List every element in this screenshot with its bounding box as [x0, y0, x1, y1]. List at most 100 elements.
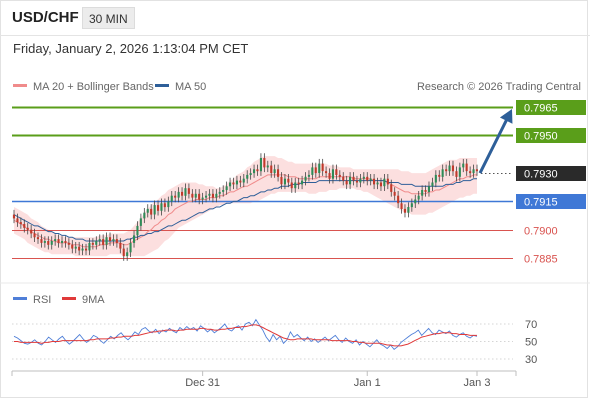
candle-body: [427, 186, 430, 192]
candle-body: [177, 191, 180, 198]
candle-body: [91, 242, 94, 245]
candles: [12, 153, 478, 261]
level-label-pivot: 0.7900: [524, 226, 558, 238]
candle-body: [287, 178, 290, 183]
candle-body: [201, 197, 204, 200]
level-label-box-current: [516, 166, 586, 181]
candle-body: [23, 224, 26, 228]
forecast-arrow-shaft: [478, 116, 510, 174]
candle-body: [448, 165, 451, 172]
legend-label-9ma: 9MA: [82, 294, 105, 306]
candle-body: [253, 169, 256, 174]
candle-body: [98, 239, 101, 241]
candle-body: [335, 169, 338, 175]
legend-swatch-rsi: [13, 297, 27, 300]
candle-body: [434, 174, 437, 183]
rsi-line: [13, 318, 478, 351]
candle-body: [67, 242, 70, 245]
candle-body: [314, 167, 317, 174]
candle-body: [129, 242, 132, 253]
level-label-box-resistance: [516, 100, 586, 115]
candle-body: [143, 212, 146, 219]
candle-body: [373, 178, 376, 185]
candle-body: [71, 244, 74, 249]
candle-body: [198, 193, 201, 200]
candle-body: [270, 165, 273, 173]
level-labels: 0.7965 0.7950 0.7930 0.7915 0.7900 0.7885: [516, 100, 586, 266]
candle-body: [78, 246, 81, 251]
candle-body: [431, 182, 434, 187]
candle-body: [187, 188, 190, 194]
level-label-box-resistance: [516, 128, 586, 143]
instrument-title: USD/CHF: [12, 9, 79, 26]
level-label-box-support: [516, 194, 586, 209]
level-label-resistance: 0.7965: [524, 103, 558, 115]
candle-body: [50, 241, 53, 245]
timeframe-button[interactable]: 30 MIN: [82, 7, 135, 29]
bollinger-band-area: [14, 156, 477, 257]
candle-body: [105, 237, 108, 245]
candle-body: [81, 248, 84, 251]
candle-body: [170, 195, 173, 202]
candle-body: [263, 158, 266, 168]
candle-body: [246, 174, 249, 179]
candle-body: [88, 242, 91, 251]
candle-body: [43, 241, 46, 243]
legend-label-ma20: MA 20 + Bollinger Bands: [33, 81, 154, 93]
candle-body: [146, 208, 149, 213]
candle-body: [379, 182, 382, 187]
candle-body: [301, 180, 304, 185]
candle-body: [414, 199, 417, 204]
candle-body: [64, 241, 67, 243]
x-tick-label: Jan 3: [464, 377, 491, 389]
legend-swatch-ma20: [13, 84, 27, 87]
candle-body: [266, 165, 269, 168]
candle-body: [19, 222, 22, 224]
candle-body: [307, 174, 310, 177]
level-label-pivot: 0.7885: [524, 254, 558, 266]
x-tick-label: Jan 1: [354, 377, 381, 389]
candle-body: [445, 169, 448, 172]
bollinger-bands: [14, 156, 477, 257]
legend-swatch-ma50: [155, 84, 169, 87]
candle-body: [297, 182, 300, 185]
candle-body: [294, 182, 297, 189]
candle-body: [472, 169, 475, 174]
candle-body: [438, 174, 441, 177]
candle-body: [139, 218, 142, 226]
candle-body: [57, 239, 60, 243]
candle-body: [194, 193, 197, 198]
candle-body: [150, 208, 153, 215]
candle-body: [441, 169, 444, 177]
ma20-line: [13, 174, 477, 248]
rsi-tick-label: 50: [525, 337, 537, 349]
candle-body: [184, 188, 187, 196]
candle-body: [16, 218, 19, 223]
candle-body: [397, 195, 400, 204]
rsi-ma-line: [14, 324, 477, 347]
x-axis: Dec 31 Jan 1 Jan 3: [11, 371, 517, 389]
candle-body: [160, 203, 163, 211]
candle-body: [126, 252, 129, 257]
candle-body: [109, 237, 112, 241]
candle-body: [115, 239, 118, 243]
ma50-line: [13, 178, 477, 242]
candle-body: [417, 195, 420, 200]
candle-body: [181, 191, 184, 196]
candle-body: [362, 176, 365, 179]
level-label-support: 0.7915: [524, 197, 558, 209]
candle-body: [321, 163, 324, 172]
candle-body: [12, 214, 15, 219]
candle-body: [403, 208, 406, 213]
candle-body: [451, 165, 454, 172]
timestamp: Friday, January 2, 2026 1:13:04 PM CET: [13, 41, 249, 56]
legend-label-rsi: RSI: [33, 294, 51, 306]
candle-body: [386, 178, 389, 185]
level-label-current: 0.7930: [524, 169, 558, 181]
level-label-resistance: 0.7950: [524, 131, 558, 143]
candle-body: [345, 180, 348, 185]
candle-body: [304, 176, 307, 181]
candle-body: [259, 158, 262, 172]
candle-body: [205, 195, 208, 198]
